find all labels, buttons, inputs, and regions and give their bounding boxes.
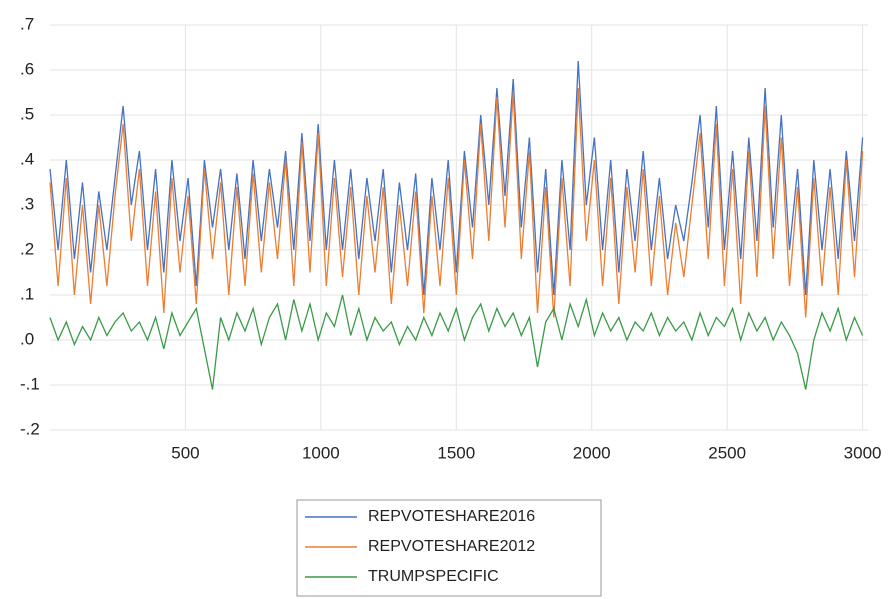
series-line [49,60,864,296]
x-tick-label: 3000 [844,443,882,462]
series-line [49,294,864,390]
y-tick-label: -.2 [20,419,40,438]
y-tick-label: .4 [20,149,34,168]
legend-box [296,499,602,597]
legend-label: REPVOTESHARE2012 [368,538,535,555]
x-tick-label: 2500 [708,443,746,462]
y-tick-label: -.1 [20,374,40,393]
y-tick-label: .5 [20,104,34,123]
x-tick-label: 1000 [302,443,340,462]
y-tick-label: .1 [20,284,34,303]
legend-label: TRUMPSPECIFIC [368,568,499,585]
y-tick-label: .2 [20,239,34,258]
y-tick-label: .3 [20,194,34,213]
y-tick-label: .6 [20,59,34,78]
legend-label: REPVOTESHARE2016 [368,508,535,525]
x-tick-label: 500 [171,443,199,462]
series-line [49,87,864,318]
y-tick-label: .0 [20,329,34,348]
x-tick-label: 1500 [437,443,475,462]
y-tick-label: .7 [20,14,34,33]
x-tick-label: 2000 [573,443,611,462]
